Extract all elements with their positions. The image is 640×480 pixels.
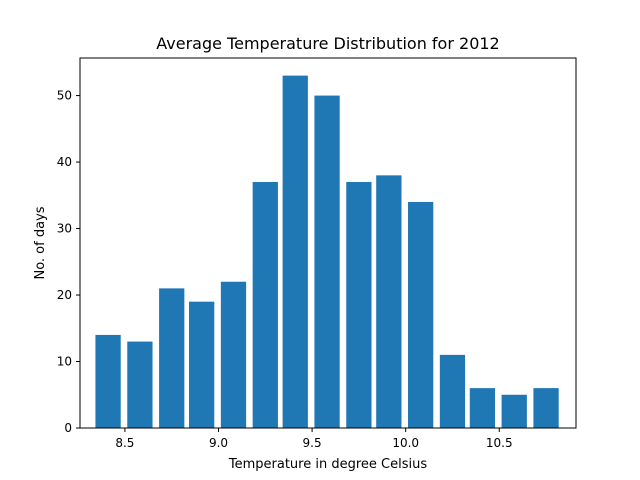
y-tick-label: 40	[57, 155, 72, 169]
bar-4	[220, 281, 247, 428]
bar-11	[439, 354, 466, 428]
bar-5	[252, 182, 278, 428]
y-tick-label: 0	[64, 421, 72, 435]
bars-group	[95, 75, 559, 429]
bar-3	[189, 301, 215, 428]
bar-0	[95, 334, 121, 428]
y-axis-label: No. of days	[33, 206, 48, 279]
bar-13	[501, 394, 527, 428]
bar-8	[346, 182, 372, 428]
x-axis-label: Temperature in degree Celsius	[228, 457, 427, 472]
bar-6	[282, 75, 308, 429]
x-tick-label: 9.5	[303, 436, 322, 450]
bar-2	[159, 288, 185, 428]
y-tick-label: 50	[57, 89, 72, 103]
y-tick-label: 10	[57, 355, 72, 369]
y-tick-label: 30	[57, 222, 72, 236]
x-tick-label: 8.5	[115, 436, 134, 450]
bar-9	[376, 175, 402, 428]
x-tick-label: 9.0	[209, 436, 228, 450]
bar-14	[533, 388, 559, 428]
plot-frame	[79, 57, 577, 429]
bar-7	[314, 95, 340, 428]
x-tick-label: 10.5	[486, 436, 513, 450]
x-tick-label: 10.0	[392, 436, 419, 450]
chart-title: Average Temperature Distribution for 201…	[156, 34, 499, 53]
bar-12	[469, 388, 496, 428]
bar-10	[408, 201, 434, 428]
y-axis-ticks: 0 10 20 30 40 50	[57, 89, 80, 435]
y-tick-label: 20	[57, 288, 72, 302]
bar-1	[127, 341, 153, 428]
x-axis-ticks: 8.5 9.0 9.5 10.0 10.5	[115, 428, 513, 450]
